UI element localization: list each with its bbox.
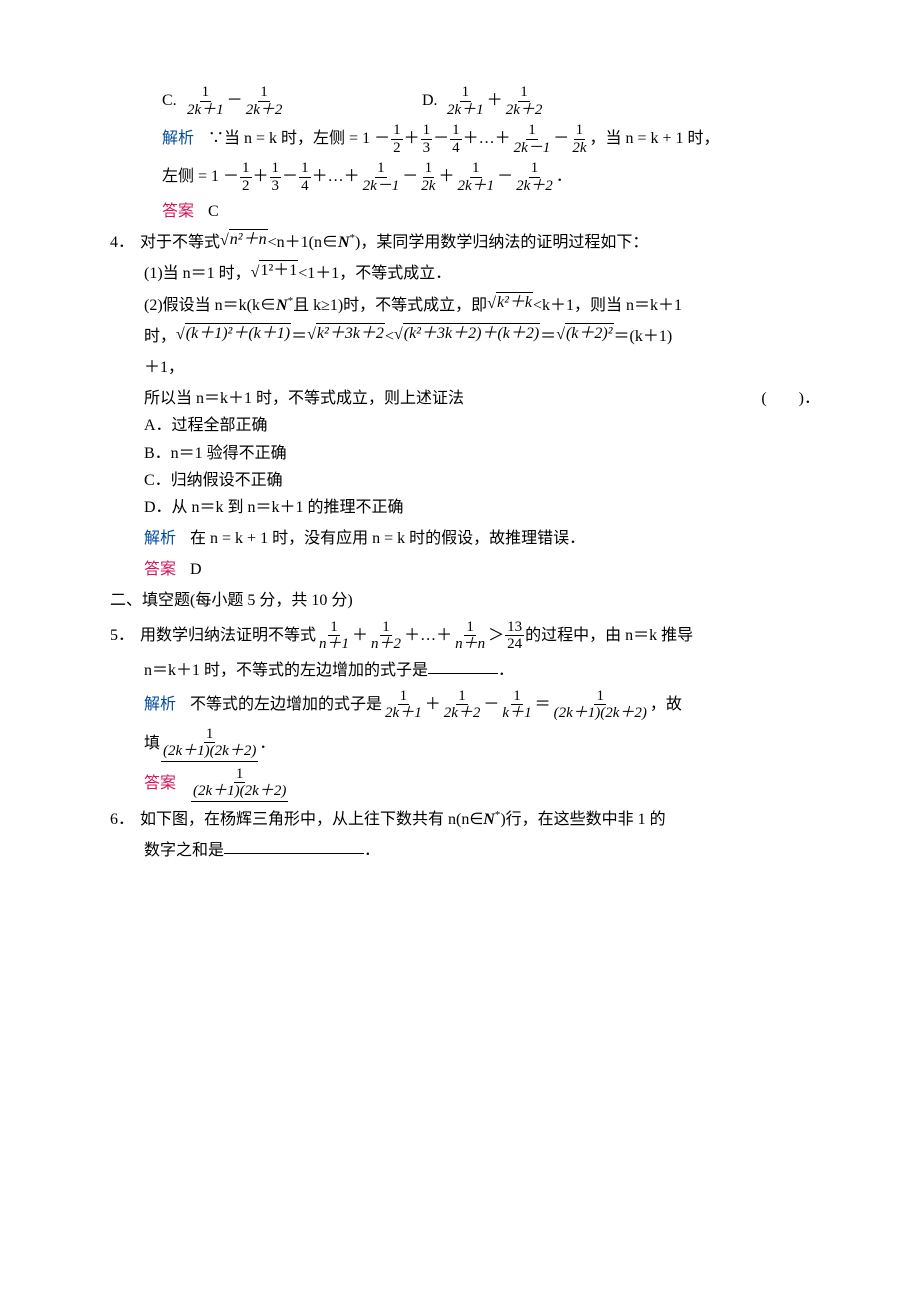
q4-optA: A．过程全部正确 — [110, 412, 820, 439]
q5-jiexi-l2: 填 1 (2k＋1)(2k＋2) ． — [110, 726, 820, 762]
section2-heading: 二、填空题(每小题 5 分，共 10 分) — [110, 587, 820, 614]
sqrt-icon: √n²＋n — [220, 229, 268, 249]
optD-frac2: 1 2k＋2 — [504, 84, 545, 118]
answer-label: 答案 — [162, 198, 194, 225]
answer-value: C — [208, 198, 219, 225]
q3-jiexi-line1: 解析 ∵当 n = k 时，左侧 = 1 － 12 ＋ 13 － 14 ＋…＋ … — [110, 122, 820, 156]
optC-frac1: 1 2k＋1 — [185, 84, 226, 118]
q4-number: 4． — [110, 229, 140, 256]
q4-stem: 4． 对于不等式 √n²＋n <n＋1(n∈N*)，某同学用数学归纳法的证明过程… — [110, 229, 820, 256]
optC-frac2: 1 2k＋2 — [244, 84, 285, 118]
jiexi-label: 解析 — [162, 125, 194, 152]
q4-optD: D．从 n＝k 到 n＝k＋1 的推理不正确 — [110, 494, 820, 521]
q4-jiexi: 解析 在 n = k + 1 时，没有应用 n = k 时的假设，故推理错误． — [110, 525, 820, 552]
paren-blank: ( )． — [761, 385, 820, 412]
fill-blank — [224, 837, 364, 854]
q3-optD: D. 1 2k＋1 ＋ 1 2k＋2 — [422, 84, 545, 118]
q4-optC: C．归纳假设不正确 — [110, 467, 820, 494]
optD-label: D. — [422, 87, 444, 114]
optC-label: C. — [162, 87, 184, 114]
fill-blank — [428, 657, 498, 674]
q4-p4: ＋1， — [110, 354, 820, 381]
q4-p3: 时， √(k＋1)²＋(k＋1) ＝ √k²＋3k＋2 < √(k²＋3k＋2)… — [110, 323, 820, 350]
optD-frac1: 1 2k＋1 — [445, 84, 486, 118]
q3-options-row: C. 1 2k＋1 － 1 2k＋2 D. 1 2k＋1 ＋ 1 2k＋2 — [110, 84, 820, 118]
q4-p1: (1)当 n＝1 时， √1²＋1 <1＋1，不等式成立． — [110, 260, 820, 287]
q5-jiexi-l1: 解析 不等式的左边增加的式子是 12k＋1 ＋ 12k＋2 － 1k＋1 ＝ 1… — [110, 688, 820, 722]
q6-stem-l2: 数字之和是 ． — [110, 837, 820, 864]
q5-answer: 答案 1 (2k＋1)(2k＋2) — [110, 766, 820, 802]
q5-stem-l2: n＝k＋1 时，不等式的左边增加的式子是 ． — [110, 657, 820, 684]
q6-stem-l1: 6． 如下图，在杨辉三角形中，从上往下数共有 n(n∈N*)行，在这些数中非 1… — [110, 806, 820, 833]
q4-answer: 答案 D — [110, 556, 820, 583]
q4-p2: (2)假设当 n＝k(k∈N*且 k≥1)时，不等式成立，即 √k²＋k <k＋… — [110, 292, 820, 319]
q3-jiexi-line2: 左侧 = 1 － 12 ＋ 13 － 14 ＋…＋ 12k－1 － 12k ＋ … — [110, 160, 820, 194]
q4-p5: 所以当 n＝k＋1 时，不等式成立，则上述证法 ( )． — [110, 385, 820, 412]
q5-stem-l1: 5． 用数学归纳法证明不等式 1n＋1 ＋ 1n＋2 ＋…＋ 1n＋n ＞ 13… — [110, 619, 820, 653]
q4-optB: B．n＝1 验得不正确 — [110, 440, 820, 467]
q3-answer: 答案 C — [110, 198, 820, 225]
q3-optC: C. 1 2k＋1 － 1 2k＋2 — [162, 84, 422, 118]
